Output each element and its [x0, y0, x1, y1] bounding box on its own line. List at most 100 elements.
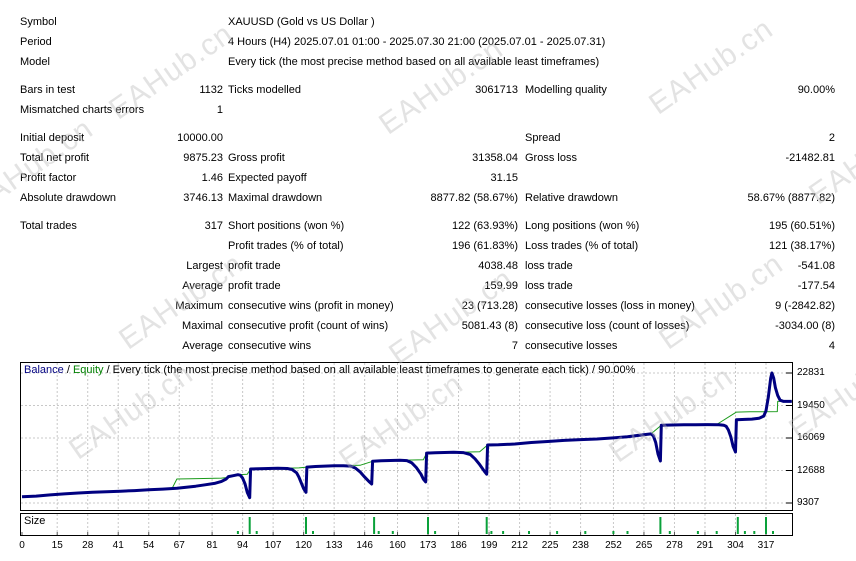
- size-bar: [612, 531, 615, 534]
- stat-label: consecutive losses: [525, 340, 618, 352]
- stat-value: 90.00%: [797, 84, 835, 96]
- stat-label: Profit trades (% of total): [228, 240, 344, 252]
- chart-plot-area: [21, 363, 792, 510]
- balance-legend-label: Balance: [24, 364, 64, 376]
- stat-value: -541.08: [797, 260, 835, 272]
- report-row: Period 4 Hours (H4) 2025.07.01 01:00 - 20…: [20, 32, 835, 52]
- stat-value: 196 (61.83%): [451, 240, 518, 252]
- stat-value: 121 (38.17%): [768, 240, 835, 252]
- stat-value: 31358.04: [472, 152, 518, 164]
- stat-label: Loss trades (% of total): [525, 240, 639, 252]
- stat-value: Maximum: [175, 300, 223, 312]
- stat-value: [150, 52, 223, 72]
- y-axis-label: 16069: [797, 432, 825, 443]
- report-row: Maximum consecutive wins (profit in money…: [20, 296, 835, 316]
- report-row: Absolute drawdown 3746.13 Maximal drawdown…: [20, 188, 835, 208]
- stat-label: Spread: [525, 132, 561, 144]
- stat-label: [525, 100, 712, 120]
- stat-value: 10000.00: [177, 132, 223, 144]
- x-axis-label: 186: [450, 540, 467, 551]
- size-bar: [391, 531, 394, 534]
- stat-label: consecutive wins: [228, 340, 312, 352]
- size-bar: [696, 531, 699, 534]
- size-bar: [502, 531, 505, 534]
- stat-label: [525, 168, 712, 188]
- stat-label: Bars in test: [20, 84, 76, 96]
- stat-value: 8877.82 (58.67%): [430, 192, 518, 204]
- equity-line: [21, 400, 792, 498]
- report-row: Model Every tick (the most precise method…: [20, 52, 835, 72]
- size-bar: [377, 531, 380, 534]
- stat-label: consecutive losses (loss in money): [525, 300, 695, 312]
- stat-value: 3746.13: [183, 192, 223, 204]
- stat-label: loss trade: [525, 260, 573, 272]
- x-axis-label: 54: [143, 540, 155, 551]
- stat-value: [420, 128, 518, 148]
- x-axis-label: 304: [727, 540, 744, 551]
- report-row: Symbol XAUUSD (Gold vs US Dollar ): [20, 12, 835, 32]
- stat-value: [150, 32, 223, 52]
- x-axis-label: 212: [511, 540, 528, 551]
- size-bar: [255, 531, 258, 534]
- stat-value: 317: [204, 220, 223, 232]
- stat-label: Absolute drawdown: [20, 192, 117, 204]
- x-axis-label: 199: [480, 540, 498, 551]
- x-axis-label: 15: [51, 540, 63, 551]
- stat-value: 31.15: [490, 172, 518, 184]
- stat-value: 9 (-2842.82): [775, 300, 835, 312]
- size-bar: [248, 517, 251, 534]
- report-row: Bars in test 1132 Ticks modelled 3061713 Mod…: [20, 80, 835, 100]
- stat-label: Symbol: [20, 16, 57, 28]
- stat-value: 1.46: [201, 172, 223, 184]
- size-bar: [485, 517, 488, 534]
- stat-label: Gross loss: [525, 152, 577, 164]
- stat-value: 2: [828, 132, 835, 144]
- stat-label: Maximal drawdown: [228, 192, 323, 204]
- stat-label: [20, 316, 150, 336]
- size-bar: [626, 531, 629, 534]
- x-axis-label: 252: [605, 540, 622, 551]
- report-row: Maximal consecutive profit (count of wins…: [20, 316, 835, 336]
- report-row: Largest profit trade 4038.48 loss trade -541…: [20, 256, 835, 276]
- x-axis-label: 173: [419, 540, 437, 551]
- stat-label: Initial deposit: [20, 132, 85, 144]
- stat-value: 5081.43 (8): [461, 320, 518, 332]
- size-bar: [736, 517, 739, 534]
- size-bar: [765, 517, 767, 534]
- size-bar: [528, 531, 530, 534]
- report-row: Total net profit 9875.23 Gross profit 31358…: [20, 148, 835, 168]
- stat-label: Mismatched charts errors: [20, 104, 145, 116]
- stat-label: Total trades: [20, 220, 77, 232]
- report-row: Total trades 317 Short positions (won %) 12…: [20, 216, 835, 236]
- equity-chart: Balance / Equity / Every tick (the most …: [20, 362, 793, 511]
- stat-label: Gross profit: [228, 152, 285, 164]
- stat-label: loss trade: [525, 280, 573, 292]
- stat-label: Relative drawdown: [525, 192, 618, 204]
- stat-label: [20, 276, 150, 296]
- stat-label: Modelling quality: [525, 84, 607, 96]
- stat-value: [712, 100, 835, 120]
- balance-line: [21, 371, 792, 500]
- x-axis-labels: 0 15 28 41 54 67 81 94 107 120 133 146 160 173 186 199 2…: [19, 540, 810, 554]
- size-bar: [772, 531, 774, 534]
- size-bar: [490, 531, 493, 534]
- report-row: Profit factor 1.46 Expected payoff 31.15: [20, 168, 835, 188]
- x-axis-label: 146: [356, 540, 373, 551]
- size-bar: [312, 531, 314, 534]
- stat-label: Profit factor: [20, 172, 77, 184]
- y-axis-label: 19450: [797, 399, 825, 411]
- stat-label: Period: [20, 36, 52, 48]
- stat-value: 7: [511, 340, 518, 352]
- size-bar: [373, 517, 376, 534]
- size-bar: [743, 531, 746, 534]
- size-bar: [659, 517, 662, 534]
- x-axis-label: 278: [666, 540, 683, 551]
- x-axis-label: 265: [635, 540, 653, 551]
- size-panel-label: Size: [24, 515, 46, 527]
- legend-description: / Every tick (the most precise method ba…: [103, 364, 636, 376]
- y-axis-labels: 22831 19450 16069 12688 9307: [797, 362, 855, 511]
- stat-value: 3061713: [475, 84, 518, 96]
- size-bars: [21, 514, 774, 535]
- size-bar: [715, 531, 718, 534]
- stat-label: Total net profit: [20, 152, 90, 164]
